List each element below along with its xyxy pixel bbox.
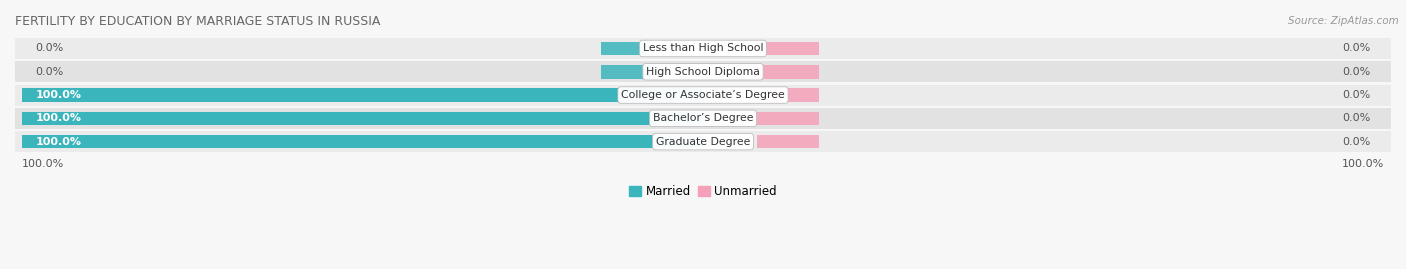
- Text: 0.0%: 0.0%: [1343, 44, 1371, 54]
- Bar: [758, 88, 818, 102]
- Text: 0.0%: 0.0%: [1343, 137, 1371, 147]
- Bar: [758, 65, 818, 79]
- Bar: [15, 61, 1391, 82]
- Text: Bachelor’s Degree: Bachelor’s Degree: [652, 113, 754, 123]
- Text: 100.0%: 100.0%: [35, 90, 82, 100]
- Text: 0.0%: 0.0%: [1343, 67, 1371, 77]
- Bar: [15, 38, 1391, 59]
- Text: Source: ZipAtlas.com: Source: ZipAtlas.com: [1288, 16, 1399, 26]
- Text: High School Diploma: High School Diploma: [647, 67, 759, 77]
- Text: 100.0%: 100.0%: [22, 159, 65, 169]
- Text: 0.0%: 0.0%: [1343, 90, 1371, 100]
- Bar: [600, 65, 648, 79]
- Bar: [22, 88, 703, 102]
- Bar: [758, 112, 818, 125]
- Legend: Married, Unmarried: Married, Unmarried: [624, 180, 782, 203]
- Text: Less than High School: Less than High School: [643, 44, 763, 54]
- Bar: [600, 42, 648, 55]
- Bar: [758, 135, 818, 148]
- Bar: [15, 108, 1391, 129]
- Text: 100.0%: 100.0%: [35, 113, 82, 123]
- Bar: [22, 112, 703, 125]
- Text: 100.0%: 100.0%: [35, 137, 82, 147]
- Text: College or Associate’s Degree: College or Associate’s Degree: [621, 90, 785, 100]
- Text: 0.0%: 0.0%: [35, 44, 63, 54]
- Text: 0.0%: 0.0%: [1343, 113, 1371, 123]
- Bar: [15, 131, 1391, 152]
- Bar: [758, 42, 818, 55]
- Text: Graduate Degree: Graduate Degree: [655, 137, 751, 147]
- Text: 0.0%: 0.0%: [35, 67, 63, 77]
- Text: 100.0%: 100.0%: [1341, 159, 1384, 169]
- Text: FERTILITY BY EDUCATION BY MARRIAGE STATUS IN RUSSIA: FERTILITY BY EDUCATION BY MARRIAGE STATU…: [15, 15, 381, 28]
- Bar: [22, 135, 703, 148]
- Bar: [15, 84, 1391, 105]
